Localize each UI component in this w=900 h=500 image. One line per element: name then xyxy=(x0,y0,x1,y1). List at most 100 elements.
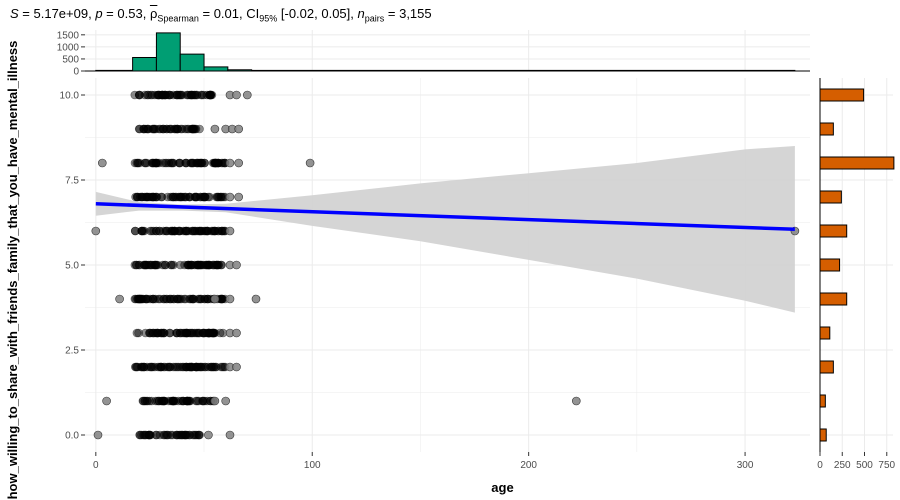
scatter-point xyxy=(234,192,243,202)
scatter-point xyxy=(191,192,201,202)
scatter-point xyxy=(180,260,189,270)
top-hist-bar xyxy=(179,53,205,72)
scatter-point xyxy=(189,124,199,134)
scatter-point xyxy=(167,294,176,304)
scatter-point xyxy=(148,362,158,372)
scatter-point xyxy=(148,158,158,168)
side-hist-bar xyxy=(819,190,842,204)
scatter-point xyxy=(177,124,187,134)
scatter-point xyxy=(169,260,178,270)
scatter-point xyxy=(102,396,111,406)
scatter-point xyxy=(175,328,185,338)
regression-line xyxy=(95,202,795,232)
scatter-point xyxy=(147,226,157,236)
scatter-point xyxy=(172,90,182,100)
scatter-point xyxy=(164,396,173,406)
confidence-ribbon xyxy=(95,146,795,313)
scatter-point xyxy=(232,90,241,100)
rho-subscript: Spearman xyxy=(157,13,199,24)
scatter-point xyxy=(131,192,140,202)
scatter-point xyxy=(151,158,161,168)
scatter-point xyxy=(133,294,143,304)
scatter-point xyxy=(93,430,103,440)
scatter-point xyxy=(147,396,156,406)
scatter-point xyxy=(232,328,241,338)
scatter-point xyxy=(141,294,151,304)
scatter-point xyxy=(209,328,218,338)
scatter-point xyxy=(161,294,171,304)
n-value: 3,155 xyxy=(399,6,432,21)
x-tick-label: 200 xyxy=(520,460,537,471)
stat-s-label: S xyxy=(10,6,19,21)
scatter-point xyxy=(206,90,216,100)
scatter-point xyxy=(192,226,202,236)
scatter-point xyxy=(191,362,201,372)
y-tick-label: 5.0 xyxy=(65,261,79,272)
scatter-point xyxy=(139,226,149,236)
scatter-point xyxy=(137,226,147,236)
scatter-point xyxy=(144,90,153,100)
scatter-point xyxy=(159,328,168,338)
side-hist-tick-label: 500 xyxy=(856,460,873,471)
scatter-point xyxy=(158,158,168,168)
side-hist-bar xyxy=(819,88,865,102)
stats-subtitle: S = 5.17e+09, p = 0.53, ρSpearman = 0.01… xyxy=(10,6,432,24)
rho-value: 0.01 xyxy=(213,6,240,21)
side-hist-bar xyxy=(819,428,827,442)
scatter-point xyxy=(135,90,144,100)
scatter-point xyxy=(155,226,164,236)
scatter-point xyxy=(186,396,195,406)
scatter-point xyxy=(210,124,220,134)
scatter-point xyxy=(207,362,216,372)
scatter-point xyxy=(161,430,171,440)
scatter-point xyxy=(195,260,205,270)
top-hist-tick-label: 1000 xyxy=(57,42,80,53)
scatter-point xyxy=(133,158,143,168)
y-tick-label: 10.0 xyxy=(60,91,80,102)
scatter-point xyxy=(156,362,166,372)
n-label: n xyxy=(357,6,365,21)
scatter-point xyxy=(168,158,178,168)
side-hist-bar xyxy=(819,156,895,170)
scatter-point xyxy=(149,328,158,338)
p-label: p xyxy=(95,6,103,21)
top-hist-bar xyxy=(155,32,181,72)
scatter-point xyxy=(176,192,186,202)
scatter-point xyxy=(169,362,178,372)
scatter-point xyxy=(184,226,193,236)
x-tick-label: 100 xyxy=(304,460,321,471)
scatter-point xyxy=(183,260,192,270)
scatter-point xyxy=(131,294,141,304)
scatter-point xyxy=(149,294,158,304)
top-hist-tick-label: 500 xyxy=(62,54,79,65)
scatter-point xyxy=(234,158,243,168)
scatter-point xyxy=(196,158,205,168)
scatter-point xyxy=(203,362,213,372)
scatter-point xyxy=(198,328,208,338)
scatter-point xyxy=(157,90,167,100)
scatter-point xyxy=(179,226,188,236)
side-hist-bar xyxy=(819,394,826,408)
top-hist-tick-label: 0 xyxy=(73,67,79,78)
scatter-point xyxy=(234,124,243,134)
scatter-point xyxy=(192,396,202,406)
scatter-point xyxy=(221,396,230,406)
scatter-point xyxy=(159,294,168,304)
scatter-point xyxy=(176,260,185,270)
y-tick-label: 2.5 xyxy=(65,346,79,357)
scatter-point xyxy=(134,124,144,134)
scatter-point xyxy=(182,396,192,406)
scatter-point xyxy=(225,430,235,440)
scatter-point xyxy=(194,430,204,440)
ci-value: [-0.02, 0.05] xyxy=(280,6,351,21)
scatter-point xyxy=(142,158,151,168)
scatter-point xyxy=(155,430,165,440)
scatter-point xyxy=(225,192,235,202)
scatter-point xyxy=(130,90,140,100)
scatter-point xyxy=(193,260,202,270)
side-histogram: 0 250 500 750 xyxy=(817,78,896,471)
scatter-point xyxy=(171,396,180,406)
scatter-point xyxy=(135,260,144,270)
scatter-point xyxy=(180,124,190,134)
